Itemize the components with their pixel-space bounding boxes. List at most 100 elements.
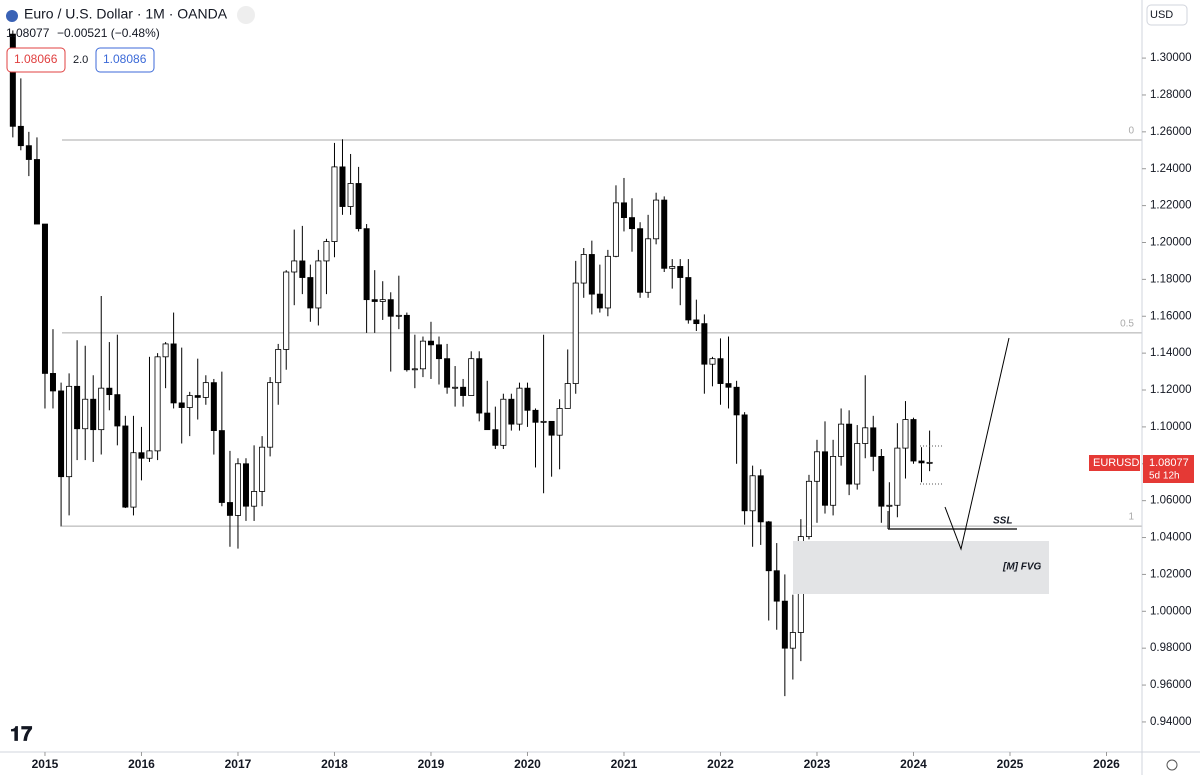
candle-body [709,358,716,365]
x-tick-label: 2023 [804,757,831,771]
candle-body [862,427,869,444]
candle-body [846,423,853,485]
candle-body [701,323,708,365]
y-tick-label: 1.22000 [1150,200,1192,212]
y-tick-label: 1.28000 [1150,89,1192,101]
candle-body [98,387,105,431]
projection-path [944,337,1010,551]
candle-body [693,319,700,325]
candle-body [347,183,354,207]
candle-body [9,33,16,127]
candle-body [717,358,724,384]
candle-body [685,277,692,321]
candle-body [628,217,635,230]
candle-body [33,159,40,225]
x-tick-label: 2024 [900,757,927,771]
candle-body [355,183,362,230]
candle-body [838,423,845,457]
buy-button[interactable] [95,47,155,73]
x-tick-label: 2019 [418,757,445,771]
candle-body [275,349,282,384]
candle-body [186,395,193,408]
candle-body [677,266,684,278]
candle-body [210,382,217,431]
candle-body [757,475,764,523]
candle-body [524,387,531,411]
candle-body [146,450,153,459]
candle-body [82,398,89,430]
symbol-icon [6,10,18,22]
candle-body [411,368,418,371]
candle-body [331,166,338,242]
candle-body [371,299,378,302]
candle-body [894,447,901,506]
x-tick-label: 2021 [611,757,638,771]
candle-body [500,398,507,446]
candle-body [653,199,660,240]
candle-body [661,199,668,269]
fib-label: 0.5 [1120,318,1134,329]
candle-body [540,420,547,423]
currency-button[interactable] [1146,4,1188,26]
candle-body [452,386,459,389]
candle-body [637,228,644,293]
candle-body [548,420,555,436]
candle-body [830,456,837,506]
candle-body [194,395,201,398]
candle-body [49,373,56,392]
y-tick-label: 1.26000 [1150,126,1192,138]
candle-body [299,260,306,278]
candle-body [821,451,828,506]
countdown: 5d 12h [1149,471,1180,482]
price-change: −0.00521 (−0.48%) [57,26,160,40]
candle-body [580,254,587,284]
y-tick-label: 1.20000 [1150,237,1192,249]
candle-body [307,277,314,309]
candle-body [363,228,370,301]
candle-body [379,299,386,302]
candle-body [427,340,434,346]
collapse-button[interactable] [237,6,255,24]
x-tick-label: 2015 [32,757,59,771]
sell-button[interactable] [6,47,66,73]
candle-body [130,452,137,508]
candle-body [645,238,652,293]
ask-price: 1.08086 [103,52,147,66]
candle-body [612,202,619,257]
candle-body [58,390,65,478]
candle-body [315,260,322,309]
x-tick-label: 2016 [128,757,155,771]
spread: 2.0 [73,54,88,66]
candle-body [926,461,933,464]
y-tick-label: 1.12000 [1150,384,1192,396]
candle-body [813,451,820,482]
candle-body [106,387,113,396]
settings-button[interactable] [1166,759,1178,771]
candle-body [283,271,290,350]
candle-body [202,382,209,398]
candle-body [460,386,467,396]
candle-body [781,600,788,649]
candle-body [339,166,346,207]
y-tick-label: 1.00000 [1150,605,1192,617]
candle-body [234,463,241,516]
candle-body [870,427,877,457]
candle-body [604,255,611,309]
price-tag-value: 1.08077 [1149,457,1189,469]
candle-body [291,260,298,273]
candle-body [162,343,169,358]
candle-body [395,314,402,317]
candle-body [218,430,225,503]
x-tick-label: 2020 [514,757,541,771]
candle-body [516,387,523,425]
candle-body [387,299,394,317]
fib-label: 1 [1128,512,1134,523]
candle-body [444,358,451,388]
candle-body [122,425,129,508]
candle-body [564,383,571,409]
candle-body [403,314,410,371]
plot-area: 00.51 [9,30,1142,697]
price-tag [1143,455,1194,483]
